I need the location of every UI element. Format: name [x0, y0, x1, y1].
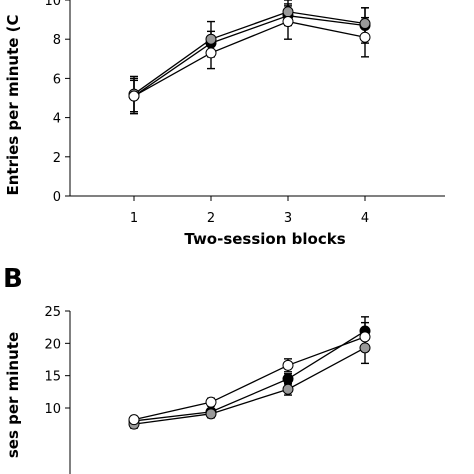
y-tick-label: 8 [53, 33, 61, 48]
x-tick-label: 1 [130, 211, 138, 226]
data-point-series-2 [359, 18, 371, 30]
data-point-series-1 [282, 373, 294, 385]
y-axis-label-b: ses per minute [4, 332, 22, 458]
x-tick-label: 2 [207, 211, 215, 226]
series-line-2 [133, 11, 366, 95]
series-line-3 [133, 336, 366, 421]
y-tick-label: 0 [53, 190, 61, 205]
y-tick-label: 6 [53, 72, 61, 87]
data-point-series-3 [359, 31, 371, 43]
plot-body [128, 0, 371, 115]
data-point-series-2 [282, 383, 294, 395]
data-point-series-3 [128, 414, 140, 426]
plot-body [128, 316, 371, 430]
data-point-series-3 [128, 90, 140, 102]
panel-label-b: B [3, 264, 23, 294]
data-point-series-3 [359, 331, 371, 343]
y-tick-label: 10 [44, 0, 61, 9]
y-tick-label: 15 [44, 370, 61, 385]
series-line-3 [133, 20, 366, 97]
y-tick-label: 10 [44, 402, 61, 417]
y-tick-label: 4 [53, 112, 61, 127]
data-point-series-3 [205, 47, 217, 59]
y-tick-label: 2 [53, 151, 61, 166]
panel-a: Entries per minute (C Two-session blocks… [4, 0, 445, 248]
data-point-series-2 [205, 33, 217, 45]
data-point-series-3 [282, 359, 294, 371]
x-tick-label: 3 [284, 211, 292, 226]
x-tick-label: 4 [361, 211, 369, 226]
series-line-1 [133, 15, 366, 97]
data-point-series-2 [359, 342, 371, 354]
data-point-series-2 [205, 408, 217, 420]
data-point-series-2 [282, 6, 294, 18]
data-point-series-3 [282, 16, 294, 28]
data-point-series-3 [205, 396, 217, 408]
panel-b: B ses per minute 10 15 20 25 [3, 264, 371, 474]
y-tick-label: 20 [44, 337, 61, 352]
x-axis-label-a: Two-session blocks [184, 230, 345, 248]
series-line-2 [133, 347, 366, 425]
series-line-1 [133, 330, 366, 422]
y-axis-label-a: Entries per minute (C [4, 14, 22, 195]
y-tick-label: 25 [44, 305, 61, 320]
